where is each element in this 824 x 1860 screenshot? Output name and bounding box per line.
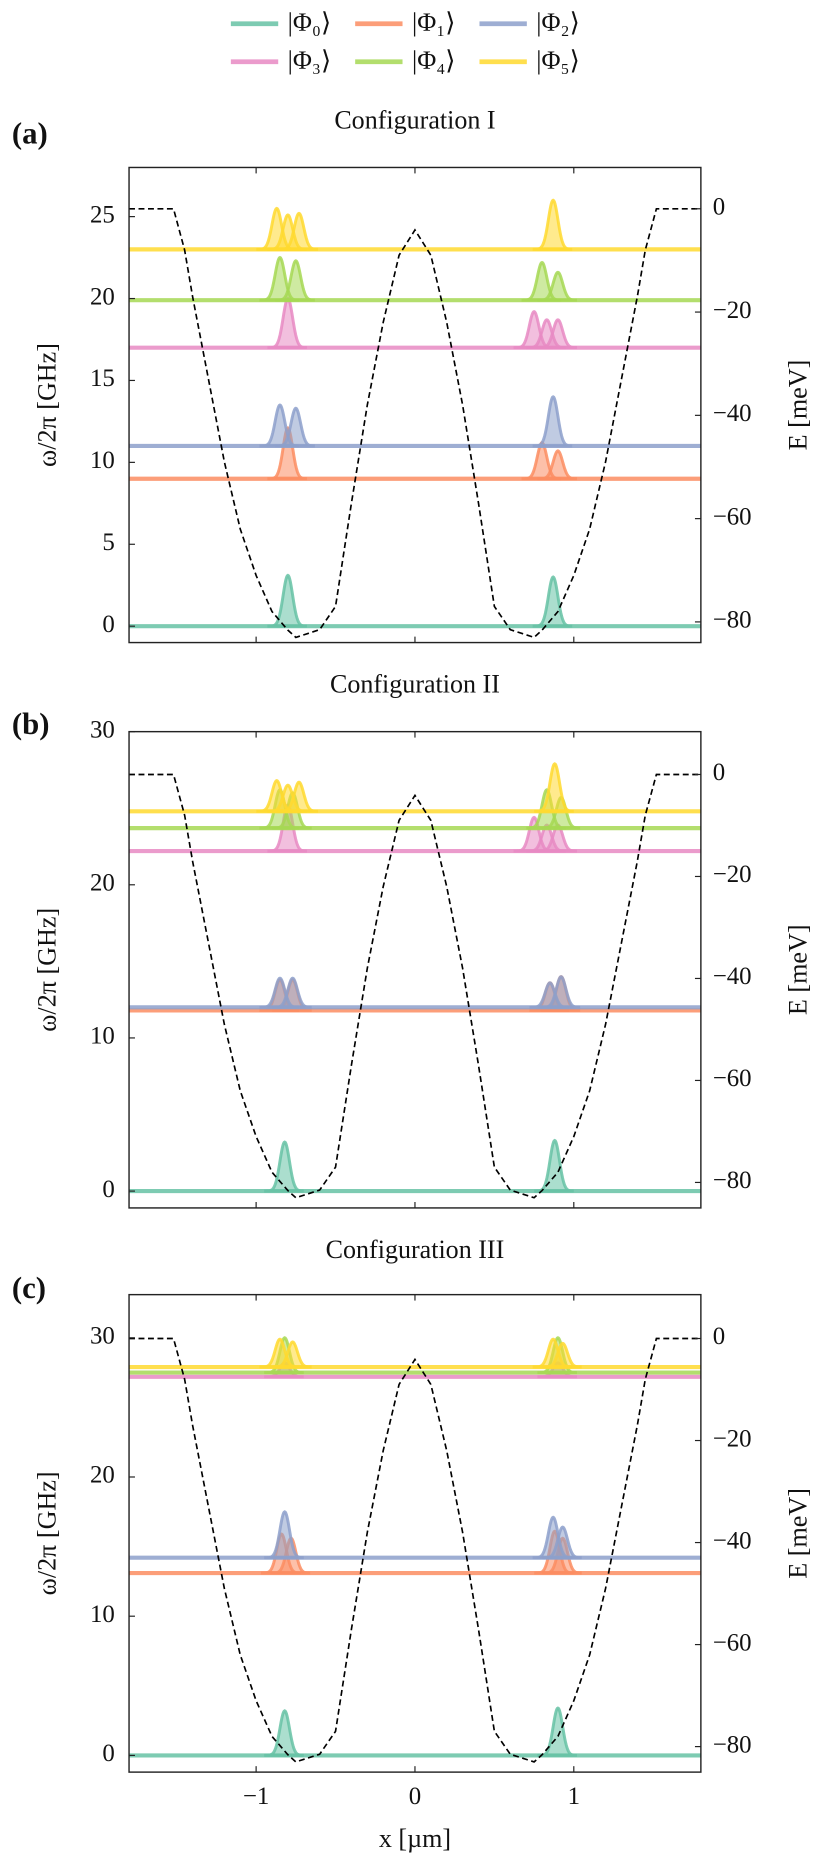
plot-area: [129, 1336, 701, 1763]
y-tick-label: 0: [102, 1740, 114, 1767]
wavefunction-peak: [267, 296, 307, 350]
y-tick-label: 20: [90, 1462, 115, 1489]
panel-label: (c): [12, 1271, 46, 1305]
y-tick-label: 20: [90, 283, 115, 310]
y2-tick-label: −60: [713, 1065, 752, 1092]
wavefunction-peak: [264, 1140, 304, 1193]
legend-label: |Φ₃⟩: [288, 46, 331, 75]
y2-axis-label: E [meV]: [783, 1488, 812, 1579]
y-tick-label: 5: [102, 529, 114, 556]
y-tick-label: 30: [90, 716, 115, 743]
y2-tick-label: −40: [713, 400, 752, 427]
y2-tick-label: −80: [713, 1167, 752, 1194]
wavefunction-peak: [534, 1138, 574, 1193]
potential-curve: [129, 773, 701, 1199]
x-tick-label: 1: [568, 1783, 580, 1810]
panel: Configuration II (b) ω/2π [GHz] E [meV] 0 10 2…: [12, 669, 812, 1209]
y2-tick-label: −20: [713, 1425, 752, 1452]
potential-curve: [129, 1337, 701, 1763]
wavefunction-peak: [537, 1706, 578, 1757]
plot-area: [129, 762, 701, 1199]
panel-label: (b): [12, 707, 50, 741]
y2-tick-label: −60: [713, 503, 752, 530]
y2-tick-label: −20: [713, 297, 752, 324]
wavefunction-peak: [267, 573, 307, 628]
plot-area: [129, 198, 701, 639]
legend-label: |Φ₂⟩: [536, 8, 579, 37]
y-tick-label: 10: [90, 447, 115, 474]
panel: Configuration III (c) ω/2π [GHz] E [meV] x […: [12, 1235, 812, 1853]
y2-tick-label: −40: [713, 963, 752, 990]
y2-tick-label: −20: [713, 861, 752, 888]
wavefunction-peak: [532, 575, 573, 628]
y2-axis-label: E [meV]: [783, 924, 812, 1015]
y2-axis-label: E [meV]: [783, 360, 812, 451]
legend-label: |Φ₄⟩: [412, 46, 455, 75]
panel-label: (a): [12, 117, 48, 151]
wavefunction-peak: [264, 1510, 304, 1560]
wavefunction-peak: [532, 395, 573, 448]
y2-tick-label: 0: [713, 1323, 725, 1350]
y-tick-label: 10: [90, 1023, 115, 1050]
x-axis-label: x [µm]: [379, 1824, 451, 1853]
y-tick-label: 15: [90, 365, 115, 392]
y-tick-label: 10: [90, 1601, 115, 1628]
x-tick-label: −1: [243, 1783, 269, 1810]
y2-tick-label: 0: [713, 193, 725, 220]
plot-frame: [128, 166, 702, 644]
panel-title: Configuration III: [326, 1235, 505, 1264]
y-tick-label: 0: [102, 611, 114, 638]
y2-tick-label: −80: [713, 1731, 752, 1758]
legend-label: |Φ₁⟩: [412, 8, 455, 37]
panel-title: Configuration I: [334, 105, 495, 134]
y-tick-label: 20: [90, 869, 115, 896]
y-axis-label: ω/2π [GHz]: [33, 908, 62, 1032]
wavefunction-peak: [532, 198, 573, 251]
legend-label: |Φ₀⟩: [288, 8, 331, 37]
panel-title: Configuration II: [330, 669, 500, 698]
y-tick-label: 0: [102, 1176, 114, 1203]
panel: Configuration I (a) ω/2π [GHz] E [meV] 0 5 10 1…: [12, 105, 812, 644]
y-tick-label: 25: [90, 201, 115, 228]
y2-tick-label: 0: [713, 759, 725, 786]
legend-label: |Φ₅⟩: [536, 46, 579, 75]
y2-tick-label: −60: [713, 1629, 752, 1656]
plot-frame: [128, 730, 702, 1209]
potential-curve: [129, 207, 701, 639]
y2-tick-label: −80: [713, 607, 752, 634]
y-axis-label: ω/2π [GHz]: [33, 343, 62, 467]
y-axis-label: ω/2π [GHz]: [33, 1471, 62, 1595]
y-tick-label: 30: [90, 1322, 115, 1349]
x-tick-label: 0: [409, 1783, 421, 1810]
y2-tick-label: −40: [713, 1527, 752, 1554]
